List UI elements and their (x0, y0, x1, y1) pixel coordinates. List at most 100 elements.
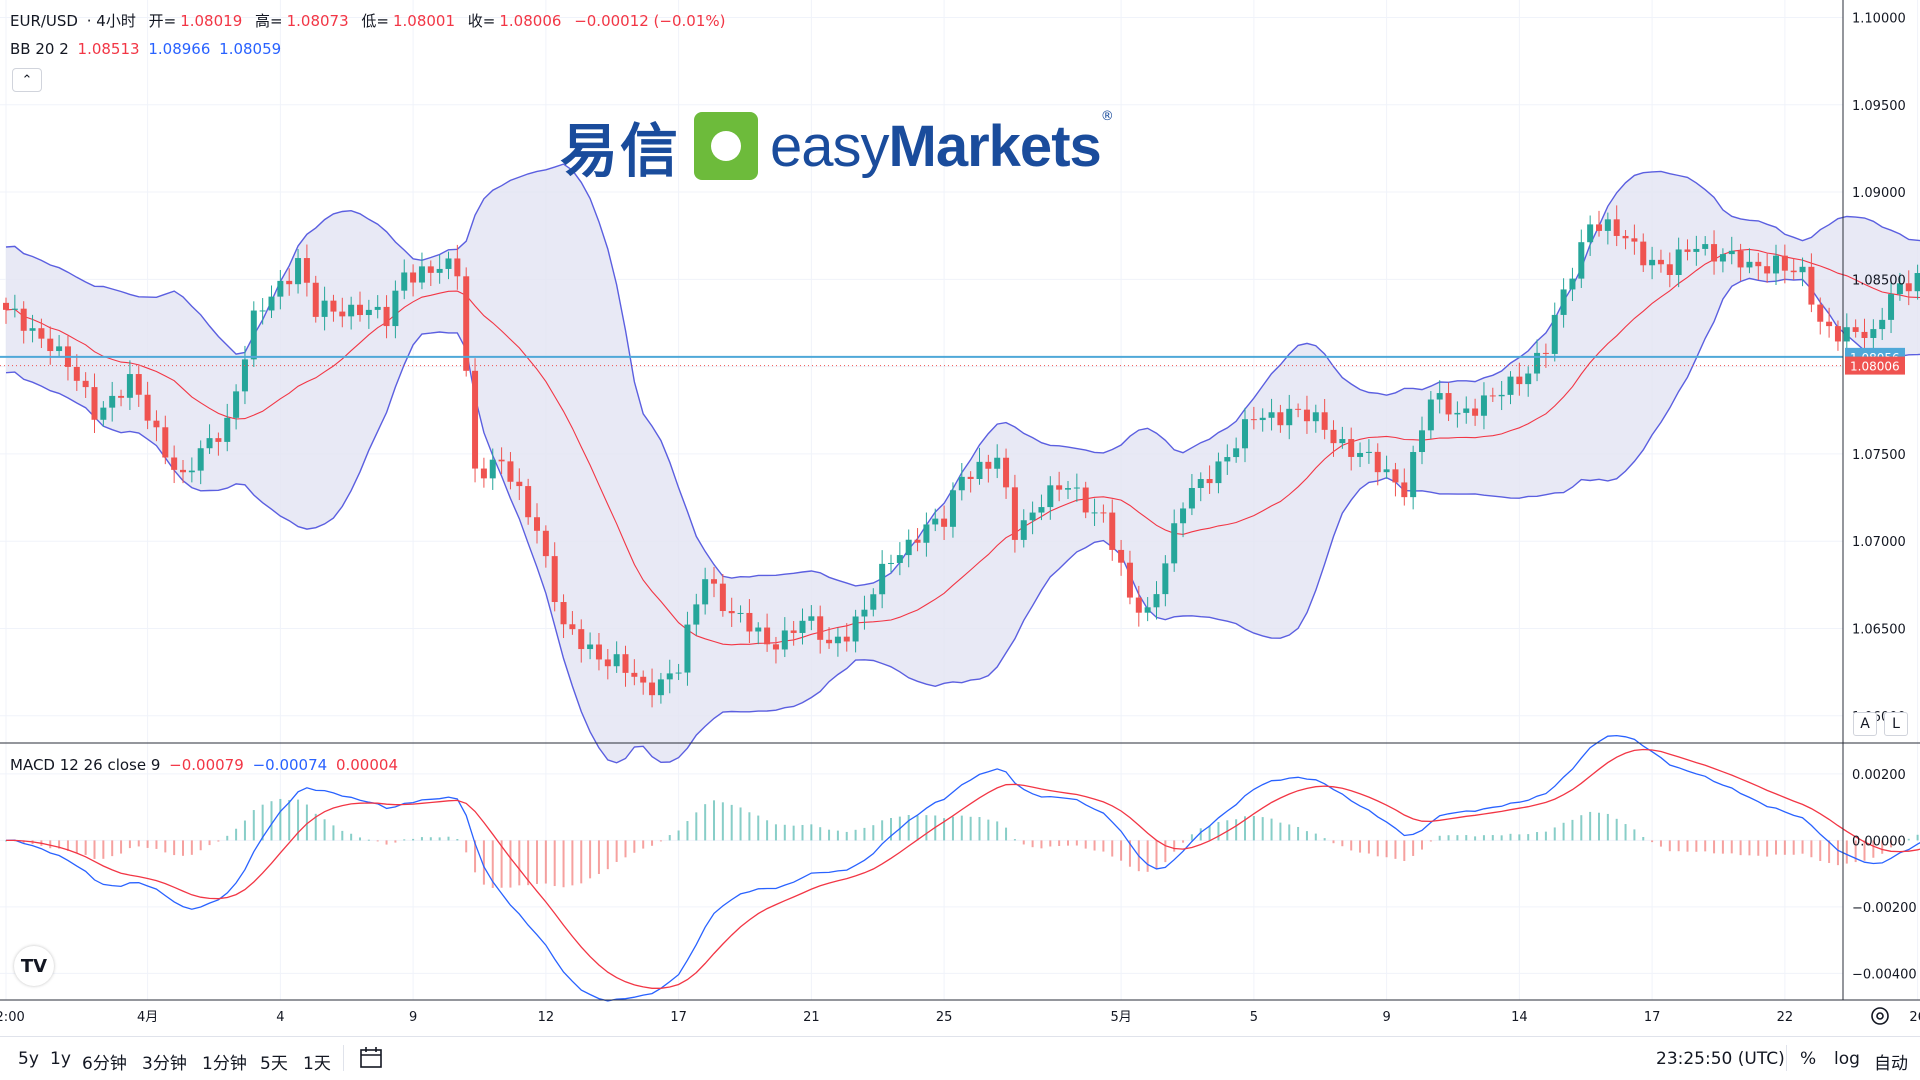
macd-histogram-bar (199, 840, 202, 851)
change-value: −0.00012 (−0.01%) (574, 12, 726, 30)
candle-body (516, 481, 523, 487)
candle-body (100, 407, 107, 420)
macd-histogram-bar (58, 840, 61, 849)
macd-histogram-bar (1394, 840, 1397, 859)
macd-histogram-bar (270, 801, 273, 841)
last-price-label: 1.08006 (1850, 360, 1900, 374)
time-tick-label: 5 (1250, 1010, 1258, 1025)
range-3m-button[interactable]: 3分钟 (142, 1054, 187, 1074)
macd-histogram-bar (721, 802, 724, 841)
candle-body (321, 300, 328, 317)
macd-histogram-bar (1615, 818, 1618, 841)
candle-body (1613, 219, 1620, 236)
macd-histogram-bar (1819, 840, 1822, 861)
candle-body (879, 563, 886, 595)
time-tick-label: 22 (1777, 1010, 1794, 1025)
macd-histogram-bar (376, 840, 379, 842)
auto-scale-toggle[interactable]: 自动 (1874, 1054, 1908, 1074)
settings-gear-icon[interactable] (1868, 1004, 1892, 1028)
bb-lower-line (5, 277, 1920, 764)
macd-histogram-bar (1208, 825, 1211, 841)
macd-histogram-bar (66, 840, 69, 851)
candle-body (640, 676, 647, 683)
bb-indicator-name[interactable]: BB 20 2 (10, 40, 69, 58)
candle-body (427, 266, 434, 273)
macd-histogram-bar (1890, 840, 1893, 848)
macd-indicator-name[interactable]: MACD 12 26 close 9 (10, 756, 161, 774)
calendar-icon[interactable] (358, 1045, 384, 1071)
collapse-legend-button[interactable]: ⌃ (12, 68, 42, 92)
candle-body (277, 280, 284, 297)
candle-body (1126, 562, 1133, 598)
candle-body (746, 612, 753, 632)
macd-histogram-bar (916, 815, 919, 841)
range-5y-button[interactable]: 5y (18, 1049, 39, 1069)
macd-histogram-bar (1217, 822, 1220, 841)
macd-histogram-bar (120, 840, 123, 854)
candle-body (949, 490, 956, 527)
candle-body (1551, 314, 1558, 354)
macd-histogram-bar (987, 819, 990, 841)
candle-body (1604, 219, 1611, 231)
range-6m-button[interactable]: 6分钟 (82, 1054, 127, 1074)
time-tick-label: 5月 (1110, 1010, 1131, 1025)
macd-histogram-bar (1907, 838, 1910, 841)
macd-histogram-bar (1474, 836, 1477, 841)
candle-body (896, 555, 903, 563)
candle-body (728, 611, 735, 614)
range-1d-button[interactable]: 1天 (303, 1054, 331, 1074)
macd-histogram-bar (1341, 840, 1344, 847)
macd-histogram-bar (297, 799, 300, 841)
candle-body (958, 476, 965, 491)
candle-body (1082, 487, 1089, 513)
low-value: 低= 1.08001 (361, 12, 456, 30)
macd-histogram-bar (367, 839, 370, 841)
candle-body (1879, 319, 1886, 330)
auto-scale-button[interactable]: A (1853, 712, 1877, 736)
macd-histogram-bar (261, 804, 264, 841)
candle-body (1401, 482, 1408, 498)
candle-body (126, 374, 133, 398)
candle-body (392, 290, 399, 327)
macd-histogram-bar (951, 816, 954, 841)
macd-histogram-bar (1527, 834, 1530, 841)
time-tick-label: 21 (803, 1010, 820, 1025)
time-tick-label: 25 (936, 1010, 953, 1025)
candle-body (1330, 429, 1337, 444)
tradingview-logo[interactable]: TV (14, 946, 54, 986)
range-1m-button[interactable]: 1分钟 (202, 1054, 247, 1074)
candle-body (1206, 479, 1213, 484)
macd-histogram-bar (128, 840, 131, 849)
log-scale-toggle[interactable]: log (1834, 1049, 1860, 1069)
macd-histogram-bar (766, 820, 769, 841)
percent-scale-toggle[interactable]: % (1800, 1049, 1817, 1069)
candle-body (312, 282, 319, 317)
macd-histogram-bar (1022, 840, 1025, 845)
range-5d-button[interactable]: 5天 (260, 1054, 288, 1074)
candle-body (1578, 242, 1585, 279)
candle-body (542, 530, 549, 557)
macd-histogram-bar (854, 829, 857, 841)
macd-histogram-bar (571, 840, 574, 886)
logo-english-text: easyMarkets (770, 113, 1102, 179)
candle-body (711, 579, 717, 584)
symbol-label[interactable]: EUR/USD · 4小时 (10, 12, 136, 30)
macd-histogram-bar (509, 840, 512, 888)
macd-histogram-bar (1730, 840, 1733, 854)
candle-body (1454, 412, 1461, 415)
candle-body (1427, 399, 1434, 431)
candle-body (47, 338, 54, 352)
candle-body (1135, 597, 1142, 613)
candle-body (1596, 224, 1602, 231)
candle-body (684, 624, 691, 673)
macd-histogram-bar (1359, 840, 1362, 853)
candle-body (1489, 395, 1496, 397)
log-scale-button[interactable]: L (1884, 712, 1908, 736)
range-1y-button[interactable]: 1y (50, 1049, 71, 1069)
candle-body (472, 370, 479, 469)
utc-clock[interactable]: 23:25:50 (UTC) (1656, 1049, 1785, 1069)
macd-histogram-bar (1031, 840, 1034, 848)
candle-body (374, 306, 381, 310)
candle-body (454, 258, 461, 277)
macd-histogram-bar (925, 815, 928, 841)
